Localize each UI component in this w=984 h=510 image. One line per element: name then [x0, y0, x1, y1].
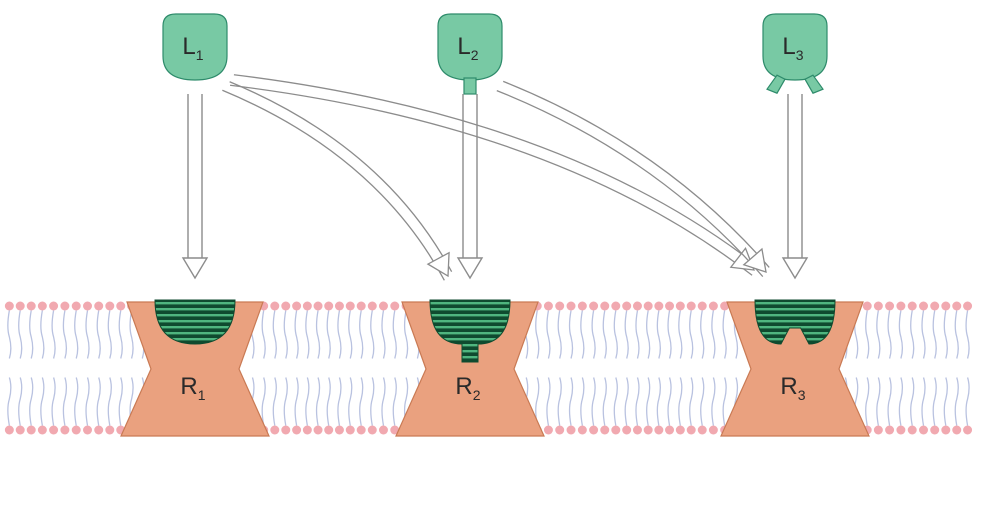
- arrow-L1-R3: [230, 75, 756, 276]
- receptor-R3: R3: [721, 300, 869, 436]
- arrow-L1-R1: [183, 94, 207, 278]
- receptor-R1: R1: [121, 300, 269, 436]
- arrow-L2-R2: [458, 94, 482, 278]
- arrow-L2-R3: [497, 81, 769, 276]
- ligand-L2: L2: [438, 14, 502, 94]
- receptor-R2: R2: [396, 300, 544, 436]
- ligand-L3: L3: [763, 14, 827, 93]
- ligand-L1: L1: [163, 14, 227, 80]
- arrow-L3-R3: [783, 94, 807, 278]
- arrow-L1-R2: [222, 82, 451, 281]
